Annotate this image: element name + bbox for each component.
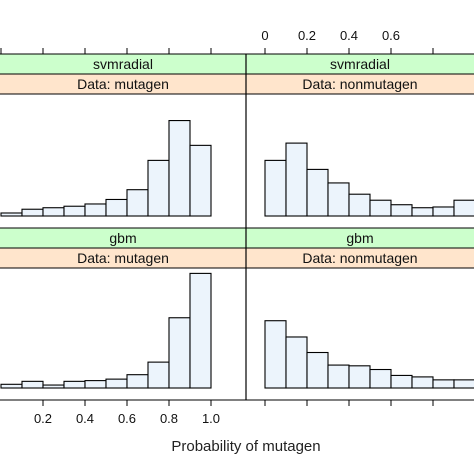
panel-grid: svmradial Data: mutagen svmradial Data: non… — [0, 53, 474, 400]
histogram-bar — [63, 380, 86, 389]
histogram-bar — [327, 364, 350, 389]
bottom-tick-label: 0.2 — [34, 411, 52, 426]
histogram-bar — [189, 272, 212, 389]
histogram-bar — [105, 198, 128, 217]
histogram-bar — [306, 351, 329, 389]
panel: svmradial Data: nonmutagen — [245, 53, 474, 217]
bottom-tick-label: 0.6 — [118, 411, 136, 426]
top-tick-label: 0 — [261, 28, 268, 43]
histogram-bar — [189, 144, 212, 217]
histogram-bar — [453, 199, 474, 217]
histogram-bar — [348, 193, 371, 217]
histogram-bar — [285, 336, 308, 389]
histogram-bar — [264, 159, 287, 217]
top-tick-label: 0.2 — [298, 28, 316, 43]
histogram-bar — [411, 207, 434, 217]
histogram-bar — [42, 384, 65, 389]
data-strip-label: Data: mutagen — [77, 250, 169, 266]
histogram-bar — [390, 204, 413, 217]
data-strip-label: Data: nonmutagen — [302, 250, 417, 266]
histogram-bar — [432, 379, 455, 389]
histogram-bar — [390, 374, 413, 389]
model-strip-label: gbm — [346, 230, 373, 246]
bottom-x-axis: 0.2 0.4 0.6 0.8 1.0 — [0, 399, 474, 426]
model-strip-label: svmradial — [330, 56, 390, 72]
histogram-bar — [21, 208, 44, 217]
histogram-bar — [126, 189, 149, 217]
histogram-bar — [348, 365, 371, 389]
histogram-bar — [168, 317, 191, 389]
bottom-tick-label: 0.4 — [76, 411, 94, 426]
histogram-bar — [126, 374, 149, 389]
histogram-bar — [147, 361, 170, 389]
histogram-bar — [306, 168, 329, 217]
histogram-bar — [285, 142, 308, 217]
histogram-bar — [432, 206, 455, 217]
panel: svmradial Data: mutagen — [0, 53, 247, 217]
histogram-bar — [84, 203, 107, 217]
histogram-bar — [264, 320, 287, 389]
histogram-bar — [42, 207, 65, 217]
model-strip-label: svmradial — [93, 56, 153, 72]
panel: gbm Data: mutagen — [0, 227, 247, 389]
histogram-bar — [63, 205, 86, 217]
panel: gbm Data: nonmutagen — [245, 227, 474, 389]
top-tick-label: 0.6 — [382, 28, 400, 43]
bottom-tick-label: 0.8 — [160, 411, 178, 426]
histogram-bar — [21, 380, 44, 389]
data-strip-label: Data: mutagen — [77, 76, 169, 92]
histogram-bar — [84, 380, 107, 389]
top-tick-label: 0.4 — [340, 28, 358, 43]
histogram-bar — [147, 159, 170, 217]
model-strip-label: gbm — [109, 230, 136, 246]
histogram-bar — [369, 199, 392, 217]
histogram-bar — [369, 368, 392, 389]
histogram-bar — [168, 120, 191, 217]
histogram-bar — [0, 383, 23, 389]
histogram-bar — [105, 378, 128, 389]
histogram-bar — [411, 376, 434, 389]
histogram-bar — [453, 379, 474, 389]
x-axis-label: Probability of mutagen — [171, 438, 320, 455]
bottom-tick-label: 1.0 — [202, 411, 220, 426]
histogram-bar — [0, 212, 23, 217]
data-strip-label: Data: nonmutagen — [302, 76, 417, 92]
histogram-bar — [327, 182, 350, 217]
top-x-axis: 0 0.2 0.4 0.6 — [0, 28, 474, 55]
